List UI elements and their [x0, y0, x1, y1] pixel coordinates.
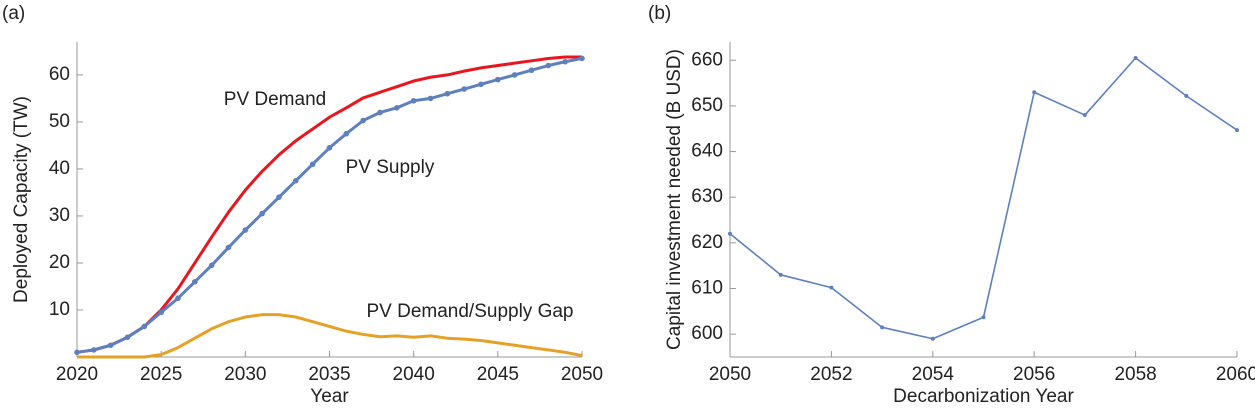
point-marker	[360, 117, 366, 124]
x-tick-label: 2052	[810, 364, 852, 385]
chart-panel: (b) 600 610 620 630 640 650 660 2050 2052 2054 2056…	[648, 3, 1255, 407]
point-marker	[880, 325, 885, 330]
x-axis-label: Decarbonization Year	[893, 386, 1074, 407]
y-tick-label: 20	[49, 252, 70, 273]
point-marker	[175, 295, 181, 302]
point-marker	[124, 334, 131, 341]
x-tick-label: 2040	[393, 364, 435, 385]
point-marker	[545, 62, 552, 69]
y-axis-label: Deployed Capacity (TW)	[11, 96, 32, 303]
annotation: PV Supply	[346, 157, 435, 178]
point-marker	[259, 210, 265, 217]
point-marker	[829, 285, 834, 290]
y-tick-label: 600	[691, 323, 723, 344]
point-marker	[158, 309, 164, 316]
x-tick-label: 2056	[1013, 364, 1055, 385]
point-marker	[326, 144, 333, 151]
point-marker	[579, 55, 585, 62]
annotation: PV Demand/Supply Gap	[366, 301, 573, 322]
point-marker	[930, 336, 935, 341]
y-tick-label: 650	[691, 95, 723, 116]
point-marker	[1133, 55, 1138, 60]
panel-label: (b)	[648, 3, 671, 24]
x-tick-label: 2020	[56, 364, 98, 385]
point-marker	[562, 58, 568, 65]
point-marker	[1082, 113, 1087, 118]
point-marker	[377, 109, 383, 116]
x-tick-label: 2050	[709, 364, 751, 385]
y-tick-label: 660	[691, 49, 723, 70]
point-marker	[293, 177, 299, 184]
point-marker	[225, 244, 232, 251]
x-tick-label: 2060	[1216, 364, 1255, 385]
y-axis-label: Capital investment needed (B USD)	[664, 49, 685, 350]
point-marker	[192, 278, 198, 285]
point-marker	[141, 323, 148, 330]
x-tick-label: 2035	[308, 364, 350, 385]
panel-label: (a)	[2, 3, 25, 24]
point-marker	[511, 72, 518, 78]
y-tick-label: 620	[691, 232, 723, 253]
x-tick-label: 2025	[140, 364, 182, 385]
x-tick-label: 2054	[912, 364, 955, 385]
y-tick-label: 640	[691, 141, 723, 162]
point-marker	[74, 349, 80, 356]
point-marker	[1032, 90, 1037, 95]
point-marker	[208, 262, 215, 269]
point-marker	[309, 161, 316, 168]
point-marker	[242, 227, 249, 233]
point-marker	[495, 76, 501, 83]
y-tick-label: 10	[49, 299, 70, 320]
point-marker	[461, 86, 467, 92]
y-tick-label: 30	[49, 205, 70, 226]
point-marker	[528, 67, 535, 74]
y-tick-label: 40	[49, 158, 70, 179]
point-marker	[107, 342, 114, 349]
point-marker	[343, 130, 350, 137]
point-marker	[778, 272, 783, 277]
point-marker	[728, 231, 732, 236]
x-tick-label: 2058	[1114, 364, 1156, 385]
x-tick-label: 2045	[477, 364, 519, 385]
x-tick-label: 2030	[224, 364, 266, 385]
annotation: PV Demand	[224, 89, 326, 110]
point-marker	[427, 95, 434, 102]
point-marker	[276, 194, 282, 200]
y-tick-label: 50	[49, 111, 70, 132]
y-tick-label: 60	[49, 64, 70, 85]
x-tick-label: 2050	[561, 364, 603, 385]
point-marker	[410, 97, 417, 104]
y-tick-label: 610	[691, 278, 723, 299]
y-tick-label: 630	[691, 186, 723, 207]
point-marker	[1184, 93, 1189, 98]
point-marker	[91, 347, 97, 353]
point-marker	[1235, 128, 1239, 133]
series-line	[729, 57, 1238, 340]
point-marker	[981, 315, 986, 320]
series-line	[77, 313, 583, 359]
x-axis-label: Year	[310, 386, 349, 407]
point-marker	[478, 81, 484, 88]
point-marker	[394, 105, 400, 111]
point-marker	[444, 90, 451, 97]
